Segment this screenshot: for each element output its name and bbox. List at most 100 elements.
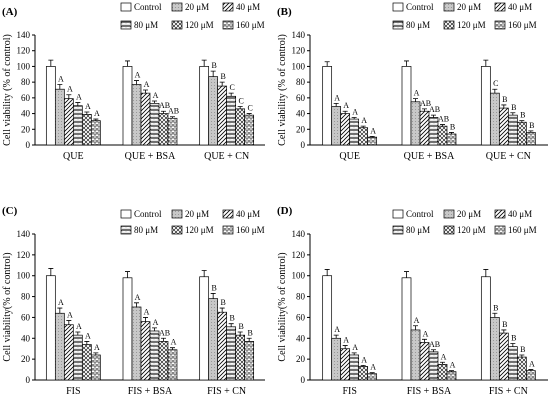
legend-swatch bbox=[171, 225, 183, 235]
error-bar bbox=[422, 338, 427, 343]
significance-letter: A bbox=[144, 307, 150, 316]
error-bar bbox=[237, 106, 243, 109]
significance-letter: A bbox=[135, 71, 141, 80]
y-tick-label: 120 bbox=[17, 250, 31, 260]
bar bbox=[140, 321, 151, 381]
significance-letter: A bbox=[343, 101, 349, 110]
significance-letter: A bbox=[85, 331, 91, 340]
y-tick-label: 80 bbox=[21, 292, 31, 302]
legend-label: 120 μM bbox=[457, 20, 486, 30]
bar bbox=[480, 276, 491, 381]
bar bbox=[226, 326, 237, 381]
bar bbox=[489, 317, 500, 381]
error-bar bbox=[246, 113, 252, 116]
significance-letter: A bbox=[67, 311, 73, 320]
x-category-label: QUE + CN bbox=[204, 151, 249, 162]
error-bar bbox=[431, 349, 436, 352]
significance-letter: A bbox=[423, 329, 429, 338]
significance-letter: B bbox=[229, 314, 234, 323]
significance-letter: B bbox=[511, 103, 516, 112]
y-tick-label: 100 bbox=[17, 61, 31, 71]
significance-letter: B bbox=[238, 322, 243, 331]
bar bbox=[158, 113, 169, 146]
legend-label: 80 μM bbox=[134, 225, 158, 235]
bar bbox=[122, 66, 133, 146]
significance-letter: AB bbox=[420, 99, 431, 108]
legend-swatch bbox=[222, 225, 234, 235]
x-category-label: FIS + BSA bbox=[407, 386, 452, 397]
error-bar bbox=[75, 102, 81, 106]
bar bbox=[428, 117, 439, 146]
error-bar bbox=[210, 293, 216, 299]
legend-label: 160 μM bbox=[508, 20, 537, 30]
bar bbox=[45, 275, 56, 381]
bar bbox=[331, 106, 342, 146]
error-bar bbox=[449, 370, 454, 372]
legend-swatch bbox=[494, 209, 506, 219]
bar bbox=[498, 107, 509, 146]
bar bbox=[446, 371, 457, 381]
y-tick-label: 120 bbox=[17, 46, 31, 56]
error-bar bbox=[201, 59, 207, 67]
legend-label: 20 μM bbox=[185, 2, 209, 12]
legend-label: 80 μM bbox=[406, 20, 430, 30]
legend-swatch bbox=[222, 2, 234, 12]
bar bbox=[208, 76, 219, 146]
error-bar bbox=[93, 352, 99, 355]
bar bbox=[401, 66, 412, 146]
error-bar bbox=[483, 269, 489, 277]
significance-letter: A bbox=[334, 93, 340, 102]
y-tick-label: 100 bbox=[292, 271, 306, 281]
x-category-label: FIS + BSA bbox=[128, 386, 173, 397]
y-tick-label: 60 bbox=[21, 312, 31, 322]
y-tick-label: 140 bbox=[292, 30, 306, 40]
legend-label: 80 μM bbox=[406, 225, 430, 235]
bar bbox=[410, 329, 421, 381]
bar bbox=[340, 113, 351, 146]
legend-swatch bbox=[494, 2, 506, 12]
bar bbox=[410, 101, 421, 146]
error-bar bbox=[48, 59, 54, 67]
significance-letter: C bbox=[238, 97, 243, 106]
bar bbox=[167, 117, 178, 146]
significance-letter: A bbox=[352, 108, 358, 117]
error-bar bbox=[492, 88, 498, 94]
bar bbox=[158, 341, 169, 381]
legend-swatch bbox=[443, 20, 455, 30]
significance-letter: A bbox=[414, 89, 420, 98]
bar bbox=[322, 275, 333, 381]
bar bbox=[419, 110, 430, 146]
bar bbox=[226, 95, 237, 146]
error-bar bbox=[75, 331, 81, 336]
significance-letter: AB bbox=[438, 115, 449, 124]
error-bar bbox=[440, 361, 445, 365]
error-bar bbox=[492, 312, 498, 318]
legend-label: 20 μM bbox=[457, 209, 481, 219]
error-bar bbox=[84, 341, 90, 345]
error-bar bbox=[201, 270, 207, 277]
error-bar bbox=[501, 104, 507, 109]
error-bar bbox=[228, 92, 234, 97]
y-tick-label: 20 bbox=[21, 124, 31, 134]
chart-panel: (A) 0 20 40 60 80 100 120 140 Cell viability (% o… bbox=[2, 2, 265, 162]
significance-letter: B bbox=[247, 328, 252, 337]
significance-letter: AB bbox=[159, 328, 170, 337]
legend-swatch bbox=[222, 20, 234, 30]
bar bbox=[331, 337, 342, 381]
significance-letter: A bbox=[361, 355, 367, 364]
significance-letter: B bbox=[211, 61, 216, 70]
significance-letter: A bbox=[94, 343, 100, 352]
y-tick-label: 60 bbox=[296, 93, 306, 103]
x-category-label: FIS bbox=[66, 386, 80, 397]
y-tick-label: 20 bbox=[296, 124, 306, 134]
bar bbox=[489, 92, 500, 146]
significance-letter: A bbox=[334, 325, 340, 334]
error-bar bbox=[404, 271, 409, 278]
legend-swatch bbox=[120, 2, 132, 12]
error-bar bbox=[134, 80, 139, 85]
significance-letter: AB bbox=[429, 340, 440, 349]
error-bar bbox=[342, 110, 348, 114]
bar bbox=[367, 136, 378, 146]
error-bar bbox=[152, 100, 157, 104]
